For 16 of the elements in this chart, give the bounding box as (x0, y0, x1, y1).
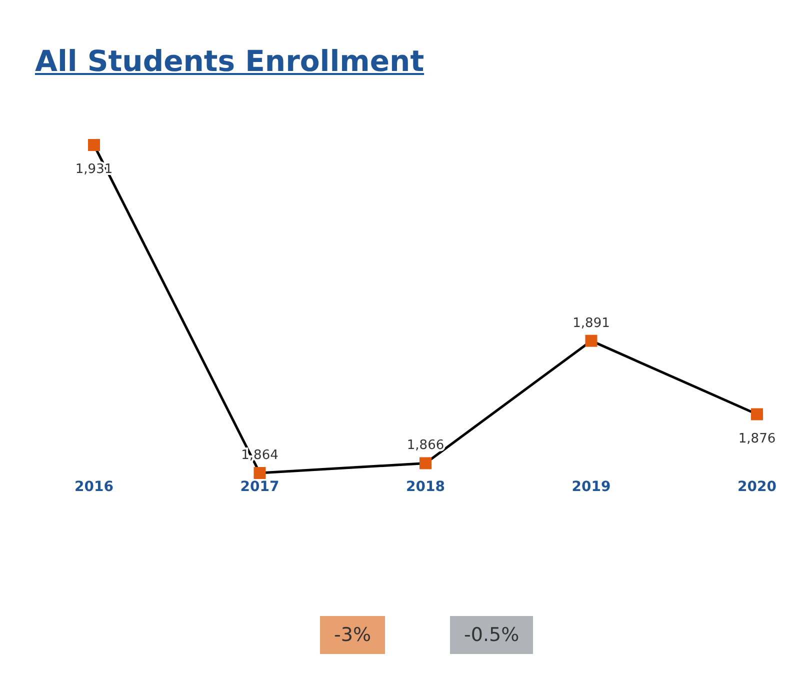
data-label: 1,876 (738, 431, 776, 446)
x-tick-label: 2017 (240, 478, 280, 495)
x-tick-label: 2019 (572, 478, 611, 495)
data-label: 1,891 (572, 316, 610, 331)
chart-title: All Students Enrollment (35, 44, 424, 78)
x-tick-label: 2018 (406, 478, 445, 495)
point (420, 457, 432, 470)
point (88, 139, 100, 151)
point (751, 408, 763, 420)
data-label: 1,866 (406, 438, 444, 454)
x-tick-label: 2016 (74, 478, 114, 495)
text: -0.5% (450, 616, 534, 654)
point (254, 467, 266, 479)
text: -3% (320, 616, 385, 654)
point (585, 334, 598, 347)
x-tick-label: 2020 (738, 478, 777, 495)
